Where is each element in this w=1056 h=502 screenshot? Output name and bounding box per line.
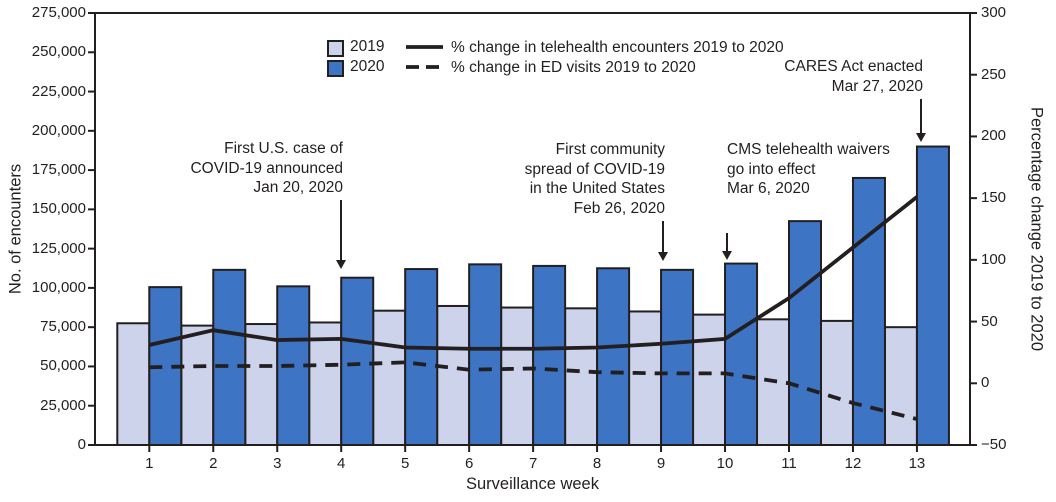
bar-2019-week-10 (692, 313, 727, 446)
right-axis-title: Percentage change 2019 to 2020 (1027, 106, 1046, 352)
bar-2019-week-1 (116, 322, 151, 446)
left-axis-tick-label: 75,000 (40, 318, 86, 336)
bar-2020-week-5 (404, 268, 439, 447)
annotation-line: CMS telehealth waivers (727, 141, 890, 158)
bar-2019-week-12 (819, 319, 854, 447)
annotation-text-1: First U.S. case of COVID-19 announced Jan … (190, 139, 343, 198)
annotation-text-3: CMS telehealth waivers go into effect Mar … (727, 140, 890, 199)
legend-label-2020: 2020 (350, 58, 385, 75)
x-axis-tick-label: 3 (273, 455, 282, 472)
bar-2019-week-9 (628, 310, 663, 446)
annotation-line: COVID-19 announced (190, 159, 343, 177)
bar-2019-week-7 (500, 306, 535, 446)
right-axis-tick-label: 300 (981, 4, 1007, 21)
annotation-line: Feb 26, 2020 (573, 199, 665, 217)
bar-2020-week-11 (788, 220, 822, 446)
x-axis-tick-label: 5 (401, 455, 410, 472)
bar-2020-week-9 (660, 268, 695, 446)
annotation-line: First U.S. case of (224, 140, 343, 157)
bar-2020-week-2 (212, 268, 247, 446)
left-axis-tick-label: 175,000 (31, 161, 86, 179)
x-axis-tick-label: 13 (908, 455, 926, 472)
right-axis-tick-label: 50 (981, 312, 998, 330)
x-axis-title: Surveillance week (466, 475, 599, 493)
ed-visits-change-line (149, 360, 918, 421)
right-axis-tick-label: −50 (981, 436, 1007, 453)
x-axis-tick-label: 7 (528, 455, 538, 472)
x-axis-tick-label: 4 (337, 455, 346, 472)
bar-2019-week-2 (180, 324, 215, 446)
annotation-line: spread of COVID-19 (524, 160, 665, 178)
bar-2020-week-4 (340, 276, 375, 446)
annotation-line: in the United States (529, 180, 665, 197)
left-axis-tick-label: 25,000 (40, 396, 86, 414)
x-axis-tick-label: 8 (592, 455, 602, 472)
right-axis-tick-label: 200 (981, 127, 1007, 145)
legend-swatch-2019 (327, 40, 344, 57)
bar-2020-week-6 (468, 263, 503, 446)
left-axis-tick-label: 200,000 (31, 121, 86, 139)
left-axis-tick-label: 225,000 (31, 82, 86, 100)
legend-label-solid-line: % change in telehealth encounters 2019 t… (451, 39, 784, 56)
annotation-arrowhead-icon (916, 133, 926, 142)
annotation-arrowhead-icon (658, 252, 668, 261)
annotation-line: Mar 6, 2020 (727, 180, 810, 197)
bar-2019-week-3 (244, 323, 279, 447)
annotation-arrowhead-icon (336, 260, 346, 269)
left-axis-tick-label: 50,000 (40, 357, 86, 375)
right-axis-tick-label: 0 (981, 374, 990, 392)
left-axis-tick-label: 100,000 (31, 278, 86, 296)
right-axis-tick-label: 100 (981, 250, 1007, 268)
right-axis-tick-label: 250 (981, 65, 1007, 83)
x-axis-tick-label: 12 (844, 455, 862, 472)
bar-2020-week-8 (596, 267, 631, 447)
telehealth-change-line (148, 195, 919, 351)
left-axis-tick-label: 250,000 (31, 43, 86, 61)
left-axis-tick-label: 0 (77, 436, 86, 453)
legend-swatch-2020 (327, 60, 344, 77)
right-axis-tick-label: 150 (981, 189, 1007, 207)
x-axis-tick-label: 10 (716, 455, 734, 472)
legend-label-2019: 2019 (350, 38, 385, 55)
annotation-line: First community (555, 141, 665, 158)
bar-2019-week-8 (564, 307, 599, 446)
legend-label-dashed-line: % change in ED visits 2019 to 2020 (451, 59, 696, 76)
x-axis-tick-label: 2 (209, 455, 218, 472)
bar-2019-week-6 (436, 304, 471, 446)
bar-2019-week-5 (372, 309, 407, 447)
left-axis-tick-label: 275,000 (31, 4, 86, 21)
bar-2020-week-13 (915, 145, 950, 446)
x-axis-tick-label: 6 (464, 455, 474, 472)
left-axis-tick-label: 150,000 (31, 200, 86, 218)
annotation-text-2: First community spread of COVID-19 in the … (525, 140, 665, 218)
x-axis-tick-label: 11 (781, 455, 797, 472)
left-axis-tick-label: 125,000 (31, 239, 86, 257)
bar-2020-week-10 (724, 262, 759, 446)
left-axis-title: No. of encounters (6, 163, 25, 295)
x-axis-tick-label: 1 (145, 455, 154, 472)
annotation-line: go into effect (727, 160, 816, 178)
x-axis-tick-label: 9 (656, 455, 666, 472)
annotation-arrowhead-icon (722, 251, 732, 260)
bar-2019-week-13 (883, 326, 918, 447)
annotation-line: Jan 20, 2020 (253, 179, 343, 196)
annotation-line: CARES Act enacted (784, 58, 923, 75)
bar-2020-week-7 (532, 264, 567, 446)
annotation-line: Mar 27, 2020 (831, 77, 923, 95)
annotation-text-4: CARES Act enacted Mar 27, 2020 (784, 57, 923, 96)
